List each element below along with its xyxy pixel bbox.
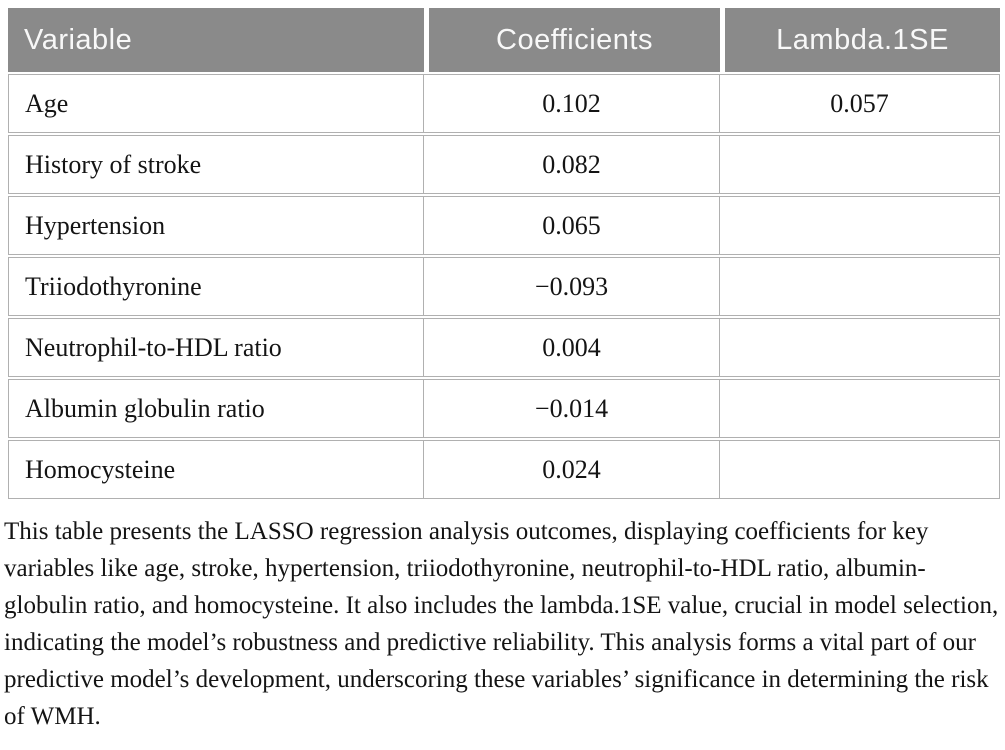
cell-lambda-1se [720, 318, 1000, 377]
table-row: Hypertension 0.065 [8, 196, 1000, 255]
cell-lambda-1se: 0.057 [720, 74, 1000, 133]
cell-lambda-1se [720, 379, 1000, 438]
cell-variable: Triiodothyronine [8, 257, 424, 316]
cell-coefficient: 0.102 [424, 74, 720, 133]
cell-variable: Neutrophil-to-HDL ratio [8, 318, 424, 377]
cell-variable: Albumin globulin ratio [8, 379, 424, 438]
cell-coefficient: −0.014 [424, 379, 720, 438]
cell-variable: History of stroke [8, 135, 424, 194]
table-row: Age 0.102 0.057 [8, 74, 1000, 133]
cell-variable: Homocysteine [8, 440, 424, 499]
cell-variable: Hypertension [8, 196, 424, 255]
cell-coefficient: 0.065 [424, 196, 720, 255]
table-row: History of stroke 0.082 [8, 135, 1000, 194]
page: Variable Coefficients Lambda.1SE Age 0.1… [0, 6, 1005, 750]
cell-coefficient: −0.093 [424, 257, 720, 316]
table-body: Age 0.102 0.057 History of stroke 0.082 … [8, 74, 1000, 499]
cell-coefficient: 0.004 [424, 318, 720, 377]
table-row: Triiodothyronine −0.093 [8, 257, 1000, 316]
cell-lambda-1se [720, 257, 1000, 316]
table-row: Neutrophil-to-HDL ratio 0.004 [8, 318, 1000, 377]
column-header-variable: Variable [8, 8, 424, 72]
cell-variable: Age [8, 74, 424, 133]
cell-coefficient: 0.082 [424, 135, 720, 194]
table-header: Variable Coefficients Lambda.1SE [8, 8, 1000, 72]
cell-lambda-1se [720, 135, 1000, 194]
header-row: Variable Coefficients Lambda.1SE [8, 8, 1000, 72]
cell-lambda-1se [720, 440, 1000, 499]
table-row: Albumin globulin ratio −0.014 [8, 379, 1000, 438]
column-header-coefficients: Coefficients [424, 8, 720, 72]
table-row: Homocysteine 0.024 [8, 440, 1000, 499]
cell-coefficient: 0.024 [424, 440, 720, 499]
column-header-lambda-1se: Lambda.1SE [720, 8, 1000, 72]
table-caption: This table presents the LASSO regression… [4, 518, 999, 730]
cell-lambda-1se [720, 196, 1000, 255]
lasso-regression-table: Variable Coefficients Lambda.1SE Age 0.1… [8, 6, 1000, 501]
